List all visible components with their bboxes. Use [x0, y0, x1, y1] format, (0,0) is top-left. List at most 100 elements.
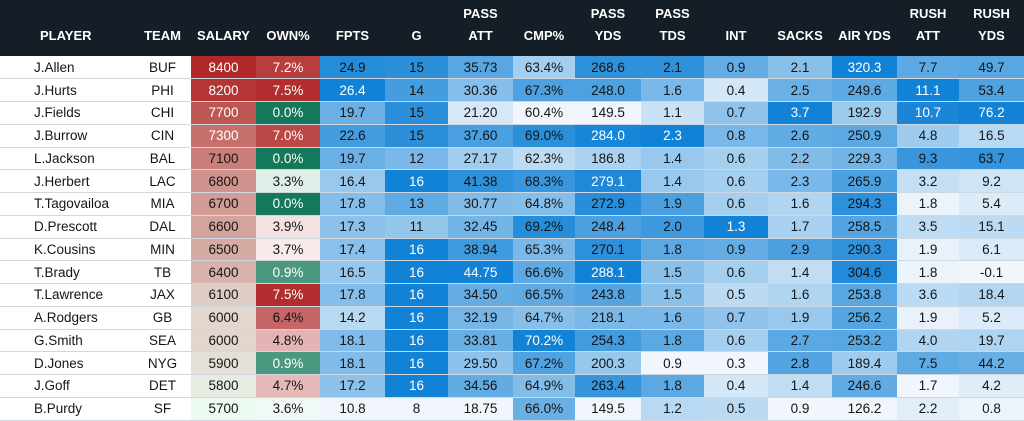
cell-pass-tds: 1.2 [641, 397, 704, 421]
cell-rush-yds: 16.5 [959, 124, 1024, 148]
cell-fpts: 18.1 [320, 351, 385, 375]
col-header-sacks[interactable]: SACKS [768, 0, 832, 56]
cell-int: 0.5 [704, 397, 768, 421]
col-header-rush-att[interactable]: RUSH ATT [897, 0, 959, 56]
cell-pass-tds: 1.6 [641, 306, 704, 330]
cell-player: J.Fields [0, 101, 134, 125]
cell-salary: 7300 [191, 124, 256, 148]
cell-int: 0.4 [704, 78, 768, 102]
cell-pass-tds: 1.1 [641, 101, 704, 125]
cell-pass-att: 29.50 [448, 351, 513, 375]
table-row[interactable]: T.Lawrence JAX 6100 7.5% 17.8 16 34.50 66.5% 243… [0, 283, 1024, 307]
cell-rush-yds: 4.2 [959, 374, 1024, 398]
col-header-g[interactable]: G [385, 0, 448, 56]
col-header-rush-yds[interactable]: RUSH YDS [959, 0, 1024, 56]
cell-games: 16 [385, 283, 448, 307]
cell-games: 11 [385, 215, 448, 239]
table-row[interactable]: J.Burrow CIN 7300 7.0% 22.6 15 37.60 69.0% 284.0… [0, 124, 1024, 148]
col-header-fpts[interactable]: FPTS [320, 0, 385, 56]
col-header-text: YDS [978, 28, 1005, 43]
cell-cmp-pct: 65.3% [513, 238, 575, 262]
cell-cmp-pct: 67.2% [513, 351, 575, 375]
table-row[interactable]: T.Brady TB 6400 0.9% 16.5 16 44.75 66.6% 288.1 1.… [0, 260, 1024, 284]
cell-pass-att: 44.75 [448, 260, 513, 284]
table-row[interactable]: J.Herbert LAC 6800 3.3% 16.4 16 41.38 68.3% 279.… [0, 169, 1024, 193]
cell-cmp-pct: 68.3% [513, 169, 575, 193]
cell-pass-att: 30.77 [448, 192, 513, 216]
cell-pass-att: 32.45 [448, 215, 513, 239]
col-header-pass-att[interactable]: PASS ATT [448, 0, 513, 56]
col-header-salary[interactable]: SALARY [191, 0, 256, 56]
cell-team: DET [134, 374, 191, 398]
table-row[interactable]: J.Hurts PHI 8200 7.5% 26.4 14 30.36 67.3% 248.0 1… [0, 78, 1024, 102]
cell-pass-yds: 149.5 [575, 101, 641, 125]
cell-int: 0.5 [704, 283, 768, 307]
cell-rush-yds: 5.2 [959, 306, 1024, 330]
cell-salary: 6100 [191, 283, 256, 307]
cell-pass-yds: 263.4 [575, 374, 641, 398]
table-row[interactable]: G.Smith SEA 6000 4.8% 18.1 16 33.81 70.2% 254.3 1… [0, 329, 1024, 353]
cell-rush-yds: 5.4 [959, 192, 1024, 216]
cell-salary: 7700 [191, 101, 256, 125]
cell-salary: 8200 [191, 78, 256, 102]
col-header-team[interactable]: TEAM [134, 0, 191, 56]
cell-sacks: 1.6 [768, 283, 832, 307]
cell-pass-tds: 1.8 [641, 329, 704, 353]
table-row[interactable]: T.Tagovailoa MIA 6700 0.0% 17.8 13 30.77 64.8% 2… [0, 192, 1024, 216]
cell-cmp-pct: 64.9% [513, 374, 575, 398]
col-header-int[interactable]: INT [704, 0, 768, 56]
cell-fpts: 19.7 [320, 101, 385, 125]
col-header-pass-yds[interactable]: PASS YDS [575, 0, 641, 56]
cell-salary: 7100 [191, 147, 256, 171]
cell-air-yds: 253.8 [832, 283, 897, 307]
cell-pass-att: 27.17 [448, 147, 513, 171]
cell-pass-yds: 248.4 [575, 215, 641, 239]
table-row[interactable]: J.Allen BUF 8400 7.2% 24.9 15 35.73 63.4% 268.6 2… [0, 56, 1024, 80]
cell-pass-yds: 218.1 [575, 306, 641, 330]
cell-sacks: 1.4 [768, 260, 832, 284]
col-header-air-yds[interactable]: AIR YDS [832, 0, 897, 56]
table-row[interactable]: K.Cousins MIN 6500 3.7% 17.4 16 38.94 65.3% 270.… [0, 238, 1024, 262]
cell-int: 0.6 [704, 147, 768, 171]
cell-games: 8 [385, 397, 448, 421]
table-row[interactable]: B.Purdy SF 5700 3.6% 10.8 8 18.75 66.0% 149.5 1.2… [0, 397, 1024, 421]
table-row[interactable]: D.Jones NYG 5900 0.9% 18.1 16 29.50 67.2% 200.3 0… [0, 351, 1024, 375]
cell-pass-tds: 1.9 [641, 192, 704, 216]
cell-rush-att: 3.5 [897, 215, 959, 239]
cell-fpts: 17.8 [320, 283, 385, 307]
table-row[interactable]: L.Jackson BAL 7100 0.0% 19.7 12 27.17 62.3% 186.… [0, 147, 1024, 171]
cell-own-pct: 0.0% [256, 192, 320, 216]
cell-pass-tds: 1.6 [641, 78, 704, 102]
col-header-pass-tds[interactable]: PASS TDS [641, 0, 704, 56]
cell-sacks: 1.9 [768, 306, 832, 330]
cell-games: 14 [385, 78, 448, 102]
cell-team: CHI [134, 101, 191, 125]
cell-pass-yds: 288.1 [575, 260, 641, 284]
cell-rush-yds: 9.2 [959, 169, 1024, 193]
cell-sacks: 3.7 [768, 101, 832, 125]
table-row[interactable]: J.Goff DET 5800 4.7% 17.2 16 34.56 64.9% 263.4 1.… [0, 374, 1024, 398]
cell-air-yds: 265.9 [832, 169, 897, 193]
cell-own-pct: 0.0% [256, 101, 320, 125]
cell-air-yds: 290.3 [832, 238, 897, 262]
col-header-text: PASS [463, 6, 498, 21]
table-row[interactable]: A.Rodgers GB 6000 6.4% 14.2 16 32.19 64.7% 218.1… [0, 306, 1024, 330]
cell-rush-att: 1.7 [897, 374, 959, 398]
cell-pass-att: 32.19 [448, 306, 513, 330]
cell-pass-yds: 272.9 [575, 192, 641, 216]
cell-fpts: 14.2 [320, 306, 385, 330]
cell-cmp-pct: 70.2% [513, 329, 575, 353]
cell-player: J.Allen [0, 56, 134, 80]
col-header-own[interactable]: OWN% [256, 0, 320, 56]
col-header-player[interactable]: PLAYER [0, 0, 134, 56]
cell-team: PHI [134, 78, 191, 102]
table-row[interactable]: D.Prescott DAL 6600 3.9% 17.3 11 32.45 69.2% 248… [0, 215, 1024, 239]
table-row[interactable]: J.Fields CHI 7700 0.0% 19.7 15 21.20 60.4% 149.5… [0, 101, 1024, 125]
col-header-cmp[interactable]: CMP% [513, 0, 575, 56]
cell-fpts: 22.6 [320, 124, 385, 148]
col-header-text: PASS [655, 6, 690, 21]
cell-pass-tds: 1.4 [641, 147, 704, 171]
cell-salary: 5800 [191, 374, 256, 398]
col-header-text: YDS [594, 28, 622, 43]
cell-rush-yds: 76.2 [959, 101, 1024, 125]
